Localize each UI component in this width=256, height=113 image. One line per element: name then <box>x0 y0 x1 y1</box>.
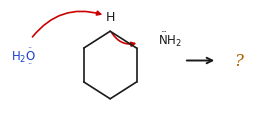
Text: H: H <box>105 11 115 24</box>
Text: $\mathregular{\ddot{N}}$H$_2$: $\mathregular{\ddot{N}}$H$_2$ <box>158 31 183 49</box>
Text: H$_2$O: H$_2$O <box>11 49 36 64</box>
FancyArrowPatch shape <box>112 33 135 47</box>
Text: ··: ·· <box>27 44 33 53</box>
FancyArrowPatch shape <box>33 12 101 38</box>
Text: ··: ·· <box>27 60 33 69</box>
Text: ?: ? <box>234 53 243 69</box>
